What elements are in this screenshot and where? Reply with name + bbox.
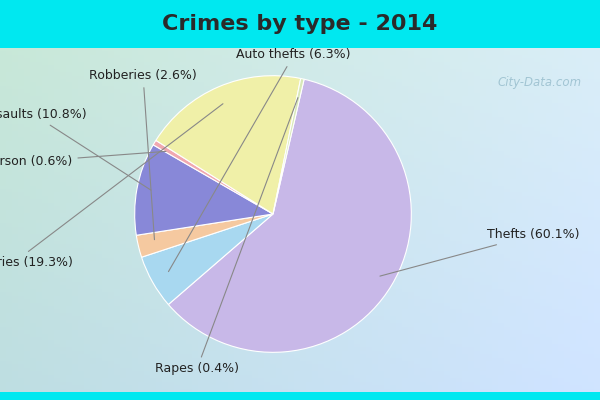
Text: Rapes (0.4%): Rapes (0.4%) <box>155 98 298 376</box>
Wedge shape <box>273 78 304 214</box>
Text: Arson (0.6%): Arson (0.6%) <box>0 151 166 168</box>
Wedge shape <box>134 145 273 235</box>
Wedge shape <box>156 76 301 214</box>
Wedge shape <box>153 140 273 214</box>
Text: Crimes by type - 2014: Crimes by type - 2014 <box>163 14 437 34</box>
Text: Auto thefts (6.3%): Auto thefts (6.3%) <box>169 48 351 272</box>
Wedge shape <box>169 79 412 352</box>
Wedge shape <box>142 214 273 304</box>
Text: Assaults (10.8%): Assaults (10.8%) <box>0 108 151 190</box>
Text: City-Data.com: City-Data.com <box>498 76 582 88</box>
Text: Burglaries (19.3%): Burglaries (19.3%) <box>0 104 223 269</box>
Text: Robberies (2.6%): Robberies (2.6%) <box>89 69 197 240</box>
Text: Thefts (60.1%): Thefts (60.1%) <box>380 228 580 276</box>
Wedge shape <box>136 214 273 257</box>
